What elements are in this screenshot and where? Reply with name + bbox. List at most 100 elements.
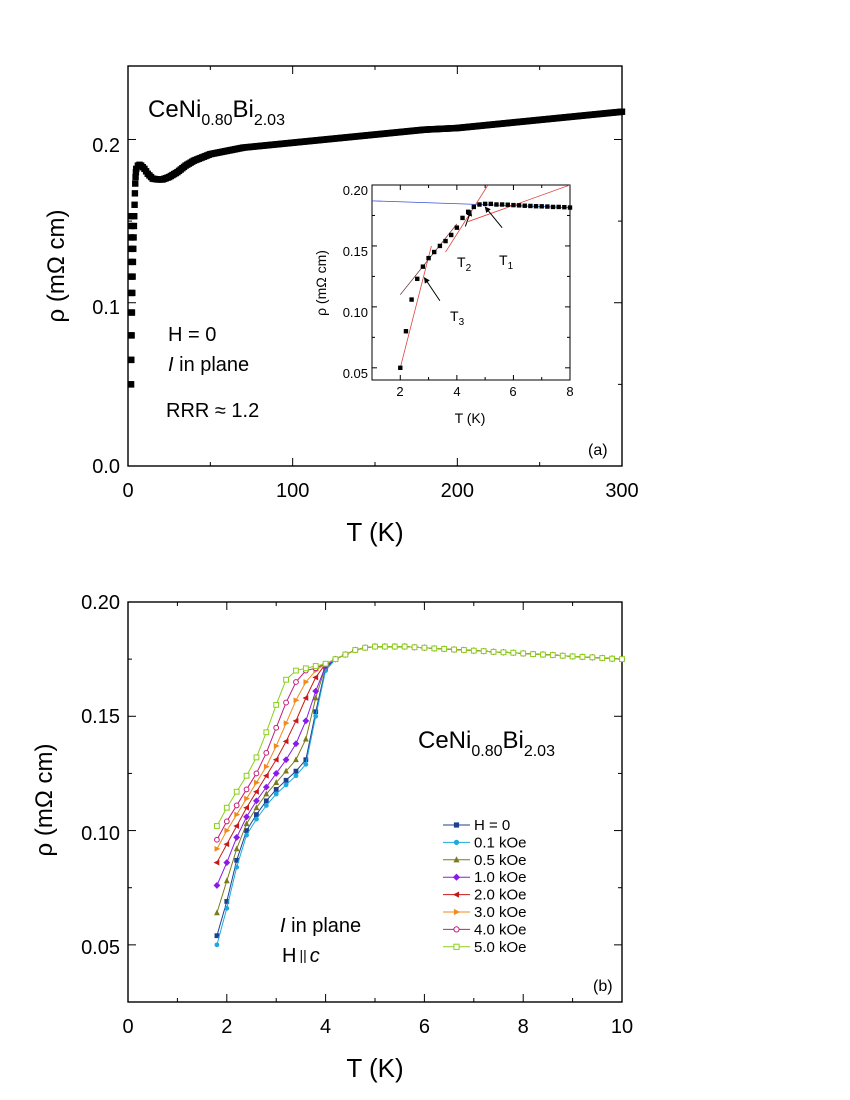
data-point-a (127, 309, 135, 316)
data-point-b (233, 788, 240, 795)
data-point-a (127, 213, 135, 220)
legend-marker (453, 822, 460, 828)
data-point-b (391, 643, 398, 650)
data-point-b (224, 827, 231, 834)
legend-marker (453, 839, 460, 846)
data-point-b (213, 859, 220, 866)
panel-label-b: (b) (593, 978, 613, 995)
data-point-b (303, 757, 309, 763)
inset-data-point (409, 297, 414, 302)
data-point-b (263, 763, 270, 770)
inset-data-point (398, 365, 403, 371)
inset-data-point (505, 202, 510, 207)
data-point-a (127, 332, 135, 339)
inset-data-point (528, 203, 533, 209)
data-point-b (530, 651, 536, 658)
data-point-b (510, 649, 517, 656)
inset-tangent-line (445, 185, 489, 253)
data-point-a (127, 245, 135, 253)
data-point-b (234, 811, 241, 818)
data-point-a (127, 258, 135, 266)
plot-frame-b (127, 601, 623, 1003)
data-point-b (233, 802, 240, 809)
inset-data-point (443, 238, 448, 244)
data-point-b (540, 651, 546, 658)
data-point-b (431, 645, 438, 652)
data-point-b (244, 832, 249, 838)
data-point-b (569, 653, 576, 660)
inset-data-point (522, 203, 527, 208)
inset-y-tick-label: 0.20 (343, 183, 368, 198)
legend-marker (453, 856, 460, 863)
x-tick-label-a: 0 (122, 480, 133, 502)
data-point-b (263, 798, 269, 804)
series-b (213, 643, 626, 889)
data-point-b (273, 743, 280, 749)
legend-item: 0.1 kOe (443, 834, 527, 851)
data-point-b (283, 720, 290, 727)
data-point-b (401, 643, 408, 650)
data-point-a (133, 165, 140, 173)
legend-marker (452, 891, 460, 898)
x-tick-label-b: 10 (611, 1016, 633, 1038)
legend-marker (452, 873, 461, 881)
x-tick-label-b: 0 (122, 1016, 133, 1038)
data-point-b (272, 770, 280, 777)
compound-label-a: CeNi0.80Bi2.03 (148, 96, 285, 129)
data-point-b (233, 845, 240, 852)
field-direction-label-b: H || c (282, 945, 320, 967)
inset-data-point (567, 205, 573, 210)
data-point-a (132, 180, 139, 187)
y-axis-label-b: ρ (mΩ cm) (31, 744, 58, 857)
data-point-b (243, 804, 249, 811)
panel-label-a: (a) (588, 442, 608, 459)
data-point-b (559, 652, 566, 659)
data-point-a (131, 201, 138, 208)
data-point-b (372, 643, 378, 650)
inset-data-point (471, 204, 477, 210)
inset-data-point (533, 204, 539, 209)
data-point-b (223, 859, 231, 866)
data-point-b (273, 791, 279, 797)
data-point-b (283, 777, 289, 783)
y-tick-label-b: 0.20 (81, 592, 120, 614)
inset-data-point (545, 204, 550, 209)
data-point-b (253, 770, 260, 777)
data-point-b (273, 787, 279, 792)
data-point-b (293, 667, 299, 674)
data-point-b (214, 942, 220, 948)
legend-item: H = 0 (443, 817, 510, 834)
data-point-b (234, 857, 240, 863)
data-point-b (293, 697, 300, 704)
legend-label: H = 0 (474, 817, 510, 834)
x-tick-label-b: 8 (518, 1016, 529, 1038)
data-point-a (132, 173, 139, 181)
inset-data-point (449, 232, 454, 238)
y-tick-label-b: 0.10 (81, 823, 120, 845)
data-point-b (253, 754, 260, 761)
series-line-b (216, 646, 623, 863)
data-point-b (470, 647, 477, 654)
data-point-b (254, 812, 259, 817)
data-point-b (579, 653, 586, 660)
data-point-b (263, 790, 270, 797)
data-point-b (224, 899, 230, 904)
legend-item: 0.5 kOe (443, 852, 527, 869)
panel-a: 0 100 200 300 0.0 0.1 0.2 T (K) ρ (mΩ cm… (43, 65, 639, 547)
inset-frame (371, 184, 571, 381)
inset-arrow (484, 206, 503, 228)
inset-data-points (398, 201, 573, 371)
data-point-b (243, 813, 250, 821)
data-point-b (381, 643, 388, 650)
data-point-b (589, 654, 596, 661)
data-point-b (214, 845, 221, 852)
series-b (214, 644, 625, 948)
data-point-b (263, 749, 270, 756)
data-point-b (292, 717, 299, 724)
legend-label: 4.0 kOe (474, 921, 527, 938)
inset-data-point (426, 255, 431, 261)
data-point-b (480, 648, 487, 655)
inset-data-point (482, 201, 488, 207)
